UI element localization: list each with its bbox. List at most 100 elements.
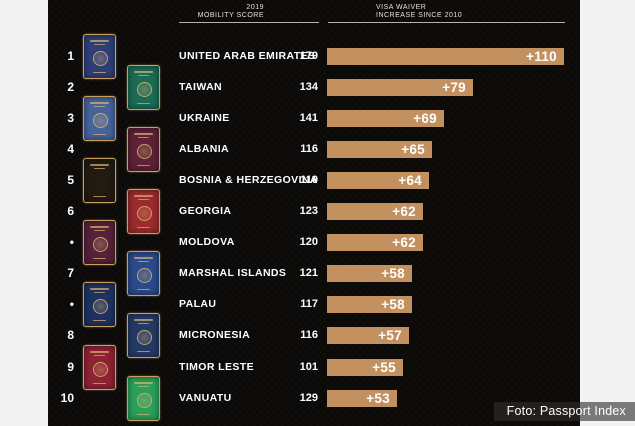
passport-emblem-icon [92, 236, 108, 252]
country-label: MICRONESIA [179, 329, 251, 341]
score-header-rule [179, 22, 319, 23]
passport-emblem-icon [136, 329, 152, 345]
mobility-score-value: 179 [299, 50, 318, 62]
bar-column-header: VISA WAIVER INCREASE SINCE 2010 [376, 4, 462, 20]
mobility-score-value: 134 [299, 81, 318, 93]
passport-subtitle-line [94, 106, 105, 107]
country-label: GEORGIA [179, 205, 232, 217]
passport-image [127, 313, 160, 358]
passport-footer-line [137, 103, 150, 104]
passport-footer-line [93, 134, 106, 135]
passport-image [127, 189, 160, 234]
mobility-score-value: 116 [300, 143, 318, 155]
passport-title-line [134, 195, 153, 197]
rank-label: 7 [67, 266, 74, 280]
passport-emblem-icon [136, 81, 152, 97]
chart-row: 8 MICRONESIA 116 +57 [48, 313, 580, 358]
rank-label: 9 [67, 360, 74, 374]
chart-row: 10 VANUATU 129 +53 [48, 376, 580, 421]
bar-header-line1: VISA WAIVER [376, 4, 427, 11]
score-header-line2: MOBILITY SCORE [197, 12, 264, 19]
mobility-score-value: 101 [299, 361, 318, 373]
rank-label: • [69, 297, 74, 311]
mobility-score-value: 129 [299, 392, 318, 404]
passport-image [83, 96, 116, 141]
passport-footer-line [93, 72, 106, 73]
passport-footer-line [93, 320, 106, 321]
chart-row: 3 UKRAINE 141 +69 [48, 96, 580, 141]
visa-waiver-bar: +58 [327, 265, 412, 282]
passport-emblem-icon [92, 298, 108, 314]
rank-label: 5 [67, 173, 74, 187]
country-label: ALBANIA [179, 143, 230, 155]
passport-footer-line [137, 165, 150, 166]
score-header-line1: 2019 [246, 4, 264, 11]
mobility-score-value: 121 [299, 267, 318, 279]
passport-image [83, 220, 116, 265]
country-label: MOLDOVA [179, 236, 235, 248]
passport-emblem-icon [136, 205, 152, 221]
passport-title-line [90, 102, 109, 104]
chart-row: 2 TAIWAN 134 +79 [48, 65, 580, 110]
mobility-score-value: 119 [300, 174, 318, 186]
mobility-score-value: 141 [299, 112, 318, 124]
visa-waiver-bar: +64 [327, 172, 429, 189]
chart-row: • PALAU 117 +58 [48, 282, 580, 327]
mobility-score-value: 123 [299, 205, 318, 217]
chart-row: 4 ALBANIA 116 +65 [48, 127, 580, 172]
country-label: TIMOR LESTE [179, 361, 254, 373]
passport-subtitle-line [138, 386, 149, 387]
visa-waiver-bar: +62 [327, 203, 423, 220]
passport-subtitle-line [94, 168, 105, 169]
country-label: UNITED ARAB EMIRATES [179, 50, 316, 62]
passport-title-line [134, 133, 153, 135]
passport-image [127, 65, 160, 110]
chart-row: 6 GEORGIA 123 +62 [48, 189, 580, 234]
passport-title-line [90, 226, 109, 228]
rank-label: 10 [60, 391, 74, 405]
passport-title-line [90, 164, 109, 166]
visa-waiver-bar: +57 [327, 327, 409, 344]
passport-subtitle-line [94, 44, 105, 45]
passport-emblem-icon [92, 361, 108, 377]
rank-label: • [69, 235, 74, 249]
rank-label: 1 [67, 49, 74, 63]
passport-emblem-icon [136, 267, 152, 283]
bar-header-rule [328, 22, 565, 23]
rank-label: 6 [67, 204, 74, 218]
visa-waiver-bar: +62 [327, 234, 423, 251]
passport-subtitle-line [94, 355, 105, 356]
passport-title-line [134, 257, 153, 259]
country-label: MARSHAL ISLANDS [179, 267, 287, 279]
passport-footer-line [93, 258, 106, 259]
passport-emblem-icon [92, 112, 108, 128]
visa-waiver-bar: +55 [327, 359, 403, 376]
passport-image [83, 34, 116, 79]
passport-emblem-icon [136, 392, 152, 408]
chart-row: 1 UNITED ARAB EMIRATES 179 +110 [48, 34, 580, 79]
chart-row: 5 BOSNIA & HERZEGOVINA 119 +64 [48, 158, 580, 203]
passport-title-line [90, 288, 109, 290]
rank-label: 2 [67, 80, 74, 94]
passport-subtitle-line [138, 199, 149, 200]
passport-title-line [90, 351, 109, 353]
passport-subtitle-line [138, 75, 149, 76]
passport-footer-line [137, 351, 150, 352]
rank-label: 3 [67, 111, 74, 125]
visa-waiver-bar: +69 [327, 110, 444, 127]
bar-header-line2: INCREASE SINCE 2010 [376, 12, 463, 19]
passport-title-line [134, 71, 153, 73]
passport-footer-line [93, 383, 106, 384]
chart-row: • MOLDOVA 120 +62 [48, 220, 580, 265]
country-label: BOSNIA & HERZEGOVINA [179, 174, 318, 186]
passport-footer-line [137, 227, 150, 228]
passport-image [83, 158, 116, 203]
passport-footer-line [93, 196, 106, 197]
country-label: VANUATU [179, 392, 232, 404]
mobility-score-value: 116 [300, 329, 318, 341]
passport-subtitle-line [94, 230, 105, 231]
score-column-header: 2019 MOBILITY SCORE [198, 4, 264, 20]
passport-title-line [90, 40, 109, 42]
passport-image [83, 345, 116, 390]
chart-row: 9 TIMOR LESTE 101 +55 [48, 345, 580, 390]
